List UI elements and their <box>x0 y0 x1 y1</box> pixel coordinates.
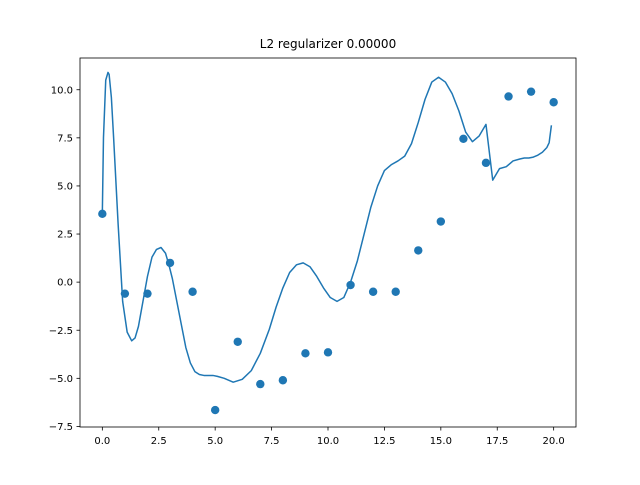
data-point <box>301 349 310 358</box>
data-point <box>188 287 197 296</box>
x-tick-label: 5.0 <box>207 436 223 447</box>
data-point <box>481 158 491 168</box>
data-point <box>414 246 423 255</box>
x-tick-label: 12.5 <box>373 436 395 447</box>
y-tick-label: 0.0 <box>57 278 73 289</box>
chart-title: L2 regularizer 0.00000 <box>260 37 396 51</box>
data-point <box>210 405 220 415</box>
x-tick-label: 0.0 <box>94 436 110 447</box>
x-tick-label: 20.0 <box>543 436 565 447</box>
data-point <box>120 289 130 298</box>
x-tick-label: 17.5 <box>486 436 508 447</box>
data-point <box>459 134 468 143</box>
plot-background <box>80 58 576 427</box>
data-point <box>526 87 536 96</box>
data-point <box>143 289 152 298</box>
data-point <box>233 337 242 346</box>
data-point <box>346 280 355 290</box>
data-point <box>256 379 265 389</box>
data-point <box>98 209 107 219</box>
x-tick-label: 2.5 <box>151 436 167 447</box>
data-marks <box>98 71 558 415</box>
data-point <box>368 287 378 296</box>
plot-area <box>80 58 576 427</box>
y-tick-label: 10.0 <box>51 85 73 96</box>
data-point <box>278 376 288 385</box>
data-point <box>504 92 513 101</box>
data-point <box>391 287 400 296</box>
data-point <box>436 217 446 226</box>
x-tick-label: 7.5 <box>264 436 280 447</box>
data-point <box>165 258 175 268</box>
y-tick-label: 7.5 <box>57 133 73 144</box>
fit-curve-line <box>101 71 553 383</box>
x-tick-label: 10.0 <box>317 436 339 447</box>
data-point <box>323 348 333 357</box>
y-tick-label: −2.5 <box>49 326 73 337</box>
y-tick-label: −7.5 <box>49 422 73 433</box>
data-point <box>549 98 558 107</box>
y-tick-label: 5.0 <box>57 182 73 193</box>
y-tick-label: −5.0 <box>49 374 73 385</box>
axes: 0.0 2.5 5.0 7.5 10.0 12.5 15.0 17.5 20.0 −7.5 −5.0… <box>49 57 577 447</box>
x-tick-label: 15.0 <box>430 436 452 447</box>
y-tick-label: 2.5 <box>57 230 73 241</box>
